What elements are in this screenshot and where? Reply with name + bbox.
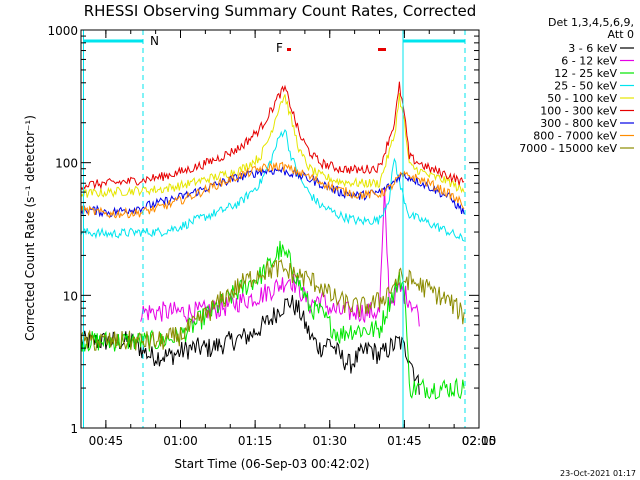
legend-header-detectors: Det 1,3,4,5,6,9, bbox=[548, 16, 634, 29]
legend-header-attenuator: Att 0 bbox=[608, 28, 634, 41]
legend-entry-label: 800 - 7000 keV bbox=[533, 130, 617, 143]
night-marker-label: N bbox=[150, 34, 159, 48]
flare-marker-label: F bbox=[276, 41, 283, 55]
legend-entry-label: 100 - 300 keV bbox=[540, 105, 617, 118]
legend-entry-label: 25 - 50 keV bbox=[554, 80, 617, 93]
legend-entry-label: 50 - 100 keV bbox=[547, 92, 617, 105]
x-tick-label: 00:45 bbox=[89, 434, 124, 448]
y-tick-label: 100 bbox=[55, 157, 78, 171]
y-axis-label: Corrected Count Rate (s⁻¹ detector⁻¹) bbox=[23, 115, 37, 341]
y-tick-label: 1000 bbox=[47, 24, 78, 38]
footer-date: 23-Oct-2021 01:17 bbox=[560, 469, 636, 478]
legend-entry-label: 12 - 25 keV bbox=[554, 67, 617, 80]
legend-entry-label: 300 - 800 keV bbox=[540, 117, 617, 130]
series-line-6-12-kev bbox=[140, 187, 420, 327]
plot-lines bbox=[80, 81, 465, 400]
series-line-7000-15000-kev bbox=[80, 258, 465, 351]
x-tick-label: 01:30 bbox=[312, 434, 347, 448]
y-tick-label: 1 bbox=[70, 422, 78, 436]
x-tick-label: 01:15 bbox=[238, 434, 273, 448]
x-tick-label: 02:00 bbox=[462, 434, 497, 448]
series-line-50-100-kev bbox=[80, 92, 465, 199]
series-line-25-50-kev bbox=[80, 128, 465, 242]
chart-title: RHESSI Observing Summary Count Rates, Co… bbox=[84, 2, 477, 20]
series-line-800-7000-kev bbox=[80, 161, 465, 219]
legend-entry-label: 7000 - 15000 keV bbox=[519, 142, 617, 155]
x-axis-label: Start Time (06-Sep-03 00:42:02) bbox=[174, 457, 369, 471]
plot-frame bbox=[80, 29, 480, 429]
flare-marker-bar bbox=[287, 48, 291, 51]
series-line-100-300-kev bbox=[80, 81, 465, 191]
x-tick-label: 02:15 bbox=[462, 434, 497, 448]
flare-marker-bar bbox=[378, 48, 386, 51]
legend-entry-label: 3 - 6 keV bbox=[568, 42, 617, 55]
x-tick-label: 01:00 bbox=[163, 434, 198, 448]
x-tick-label: 01:45 bbox=[387, 434, 422, 448]
legend-entry-label: 6 - 12 keV bbox=[561, 55, 617, 68]
y-tick-label: 10 bbox=[63, 289, 78, 303]
